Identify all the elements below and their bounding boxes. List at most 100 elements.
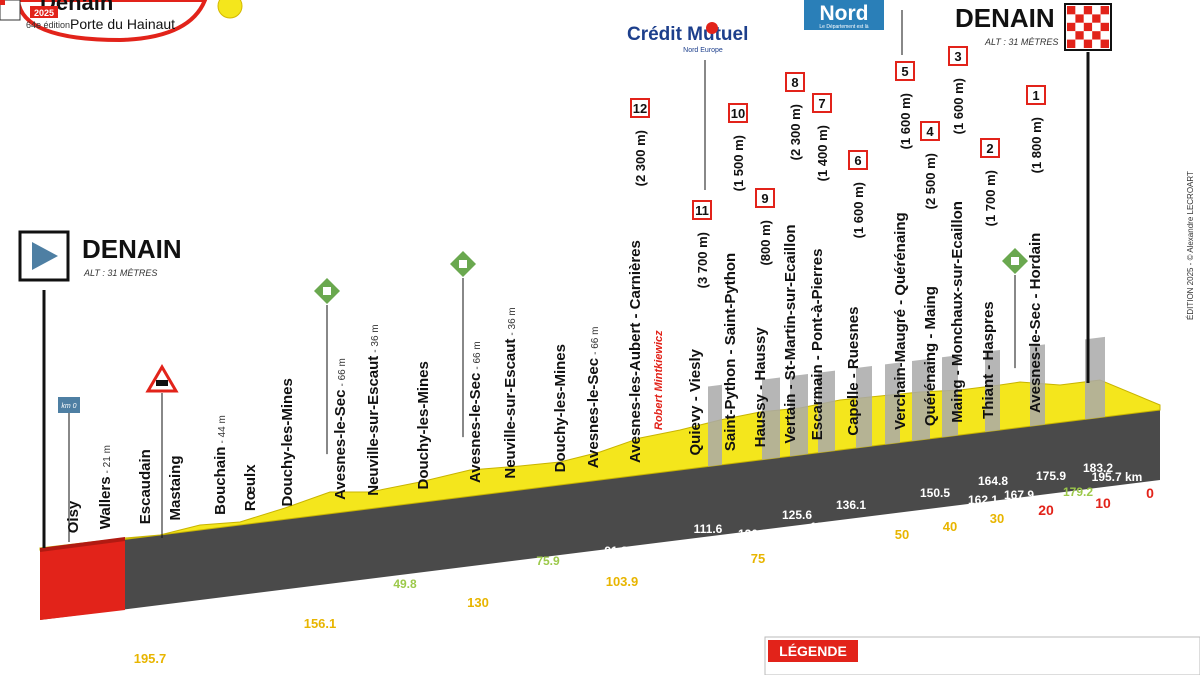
place-altitude: - 44 m xyxy=(217,415,228,443)
km-remaining-label: 130 xyxy=(467,595,489,610)
cobble-sector-band xyxy=(1085,336,1105,420)
checker-cell xyxy=(1100,39,1109,48)
place-name: Escarmain - Pont-à-Pierres xyxy=(809,249,826,441)
cobble-sector: 6 (1 600 m) xyxy=(848,150,868,238)
sector-number: 8 xyxy=(791,75,798,90)
cobble-sector-band xyxy=(885,362,900,445)
cobble-sector: 4 (2 500 m) xyxy=(920,121,940,209)
credit-line: ÉDITION 2025 - © Alexandre LECROART xyxy=(1186,171,1195,320)
cobble-sectors xyxy=(708,336,1105,467)
place-name: Avesnes-les-Aubert - Carnières xyxy=(627,240,644,463)
sector-length: (2 300 m) xyxy=(633,130,648,186)
place-name: Saint-Python - Saint-Python xyxy=(722,253,739,451)
km-elapsed-label: 75.9 xyxy=(536,554,560,568)
place-label: Escarmain - Pont-à-Pierres xyxy=(809,249,826,441)
cobble-sector-band xyxy=(912,358,930,441)
place-label: Avesnes-le-Sec - 66 m xyxy=(585,327,602,469)
sector-number: 5 xyxy=(901,64,908,79)
sector-number: 4 xyxy=(926,124,934,139)
legend: LÉGENDE xyxy=(764,636,1200,676)
km-elapsed-label: 183.2 xyxy=(1083,461,1113,475)
km-elapsed-label: 91.8 xyxy=(604,544,628,558)
checker-cell xyxy=(1067,39,1076,48)
sector-length: (1 400 m) xyxy=(815,125,830,181)
sector-number-box xyxy=(728,103,748,123)
sector-length: (1 700 m) xyxy=(983,170,998,226)
checker-cell xyxy=(1075,14,1084,23)
place-label: Quievy - Viesly xyxy=(687,348,704,455)
place-name: Verchain-Maugré - Quérénaing xyxy=(892,212,909,430)
start-arrow-icon xyxy=(32,242,58,270)
cobble-sector: 5 (1 600 m) xyxy=(895,61,915,149)
checker-cell xyxy=(1067,14,1076,23)
km-remaining-label: 0 xyxy=(1146,485,1154,501)
cobble-sector-band xyxy=(985,350,1000,432)
km0-icon xyxy=(58,397,80,413)
km-elapsed-label: -6 xyxy=(105,623,116,637)
place-label: Neuville-sur-Escaut - 36 m xyxy=(365,324,382,495)
checker-cell xyxy=(1083,39,1093,48)
place-label: Quérénaing - Maing xyxy=(922,286,939,426)
finish-checker-icon xyxy=(1067,6,1109,48)
checker-cell xyxy=(1100,6,1109,15)
place-label: Avesnes-le-Sec - 66 m xyxy=(467,341,484,483)
checker-cell xyxy=(1067,6,1076,15)
km-remaining-label: 50 xyxy=(895,527,909,542)
race-name: Denain xyxy=(40,0,113,15)
place-name: Escaudain xyxy=(137,449,154,524)
line-passage: (3ème passage sur la ligne) xyxy=(0,0,21,21)
start-red-top xyxy=(40,537,125,552)
place-label: Rœulx xyxy=(242,464,259,511)
sector-length: (2 500 m) xyxy=(923,153,938,209)
km-elapsed-label: 39.6 xyxy=(318,591,342,605)
logo-swoosh xyxy=(15,0,208,43)
sector-number: 12 xyxy=(633,101,647,116)
checker-cell xyxy=(1092,14,1101,23)
place-label: Bouchain - 44 m xyxy=(212,415,229,515)
checker-cell xyxy=(1075,39,1084,48)
place-name: Oisy xyxy=(65,500,82,533)
sector-length: (3 700 m) xyxy=(695,232,710,288)
checker-cell xyxy=(1100,22,1109,32)
finish-town: DENAIN xyxy=(955,3,1055,33)
cobble-sector: 11 (3 700 m) xyxy=(692,200,712,288)
sector-number-box xyxy=(980,138,1000,158)
km-elapsed-label: 136.1 xyxy=(836,498,866,512)
sector-length: (1 600 m) xyxy=(851,182,866,238)
place-name: Maing - Monchaux-sur-Ecaillon xyxy=(949,201,966,423)
cobble-sector: 7 (1 400 m) xyxy=(812,93,832,181)
checker-cell xyxy=(1075,31,1084,40)
place-label: Capelle - Ruesnes xyxy=(845,307,862,436)
place-altitude: - 66 m xyxy=(337,358,348,386)
sector-labels: 12(2 300 m)11(3 700 m)10(1 500 m)9(800 m… xyxy=(630,46,1046,288)
place-label: Avesnes-les-Aubert - Carnières xyxy=(627,240,644,463)
sector-number-box xyxy=(785,72,805,92)
year-label: 2025 xyxy=(34,8,54,18)
km-remaining-label: 103.9 xyxy=(606,574,639,589)
cobble-sector-band xyxy=(762,377,780,460)
km-elapsed-label: 175.9 xyxy=(1036,469,1066,483)
km-elapsed-label: 162.1 xyxy=(968,493,998,507)
sponsor-nord-sub: Le Département est là xyxy=(819,24,868,30)
checker-cell xyxy=(1083,14,1093,23)
km-remaining-label: 75 xyxy=(751,551,765,566)
checker-cell xyxy=(1083,6,1093,15)
flag-cell xyxy=(0,0,5,5)
place-name: Mastaing xyxy=(167,455,184,520)
place-label: Douchy-les-Mines xyxy=(279,378,296,506)
checker-cell xyxy=(1075,22,1084,32)
place-labels: Oisy Wallers - 21 m Escaudain Mastaing Boucha… xyxy=(65,201,1044,533)
sponsor-credit-mutuel-name: Crédit Mutuel xyxy=(627,24,748,45)
base-band xyxy=(40,410,1160,620)
cobble-sector-band xyxy=(818,370,835,453)
km-elapsed-label: 167.9 xyxy=(1004,488,1034,502)
leader-lines xyxy=(42,10,1090,548)
place-name: Avesnes-le-Sec xyxy=(332,390,349,500)
sector-number: 6 xyxy=(854,153,861,168)
km-elapsed-label: 49.8 xyxy=(393,577,417,591)
start-red-block xyxy=(40,540,125,620)
cobble-sector: 2 (1 700 m) xyxy=(980,138,1000,226)
memorial-label: Robert Mintkiewicz xyxy=(653,330,665,430)
edition-label: 64e édition xyxy=(26,20,70,30)
place-label: Douchy-les-Mines xyxy=(552,344,569,472)
